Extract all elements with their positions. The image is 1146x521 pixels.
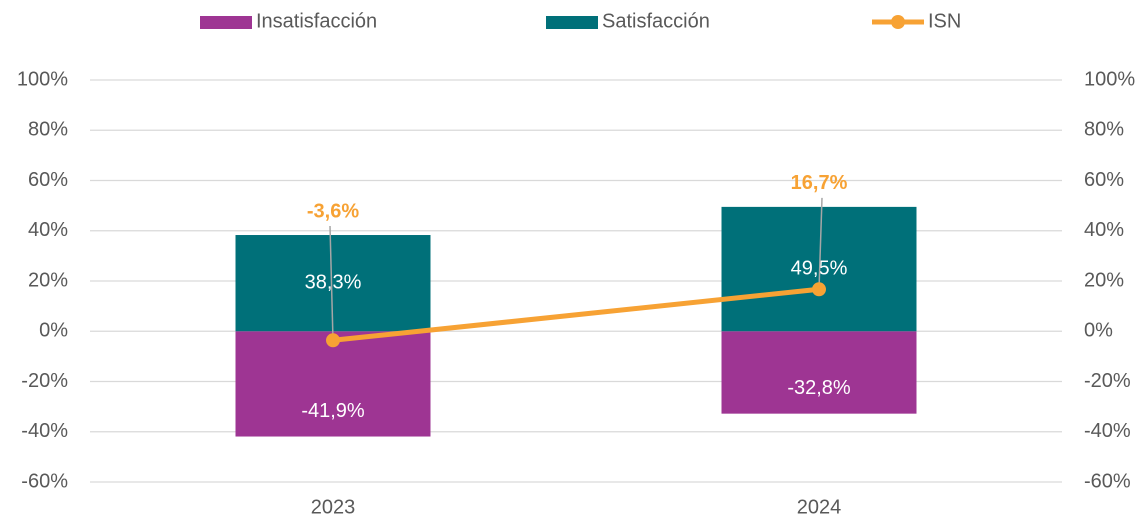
line-point	[326, 333, 340, 348]
y-tick-label: 40%	[28, 219, 68, 241]
legend-label: Satisfacción	[602, 10, 710, 32]
legend-label: Insatisfacción	[256, 10, 377, 32]
y2-tick-label: 80%	[1084, 119, 1124, 141]
y-tick-label: 20%	[28, 269, 68, 291]
y-tick-label: -40%	[21, 420, 68, 442]
y2-tick-label: 0%	[1084, 320, 1113, 342]
legend-swatch	[546, 16, 598, 29]
line-value-label: 16,7%	[791, 172, 848, 194]
bar-value-label: 38,3%	[305, 271, 362, 293]
x-tick-label: 2024	[797, 496, 842, 518]
line-point	[812, 282, 826, 297]
y-tick-label: 0%	[39, 320, 68, 342]
y2-tick-label: -20%	[1084, 370, 1131, 392]
legend-marker	[891, 15, 905, 29]
y2-tick-label: 60%	[1084, 169, 1124, 191]
bar-value-label: -41,9%	[301, 400, 365, 422]
y-tick-label: -20%	[21, 370, 68, 392]
bar	[721, 331, 917, 414]
y2-tick-label: 100%	[1084, 68, 1135, 90]
y-tick-label: 80%	[28, 119, 68, 141]
leader-line	[329, 226, 334, 341]
y-tick-label: 60%	[28, 169, 68, 191]
y2-tick-label: 20%	[1084, 269, 1124, 291]
y2-tick-label: 40%	[1084, 219, 1124, 241]
line-value-label: -3,6%	[307, 200, 359, 222]
line	[332, 286, 820, 343]
bar-value-label: -32,8%	[787, 377, 851, 399]
y-tick-label: 100%	[17, 68, 68, 90]
y2-tick-label: -60%	[1084, 470, 1131, 492]
legend-swatch	[200, 16, 252, 29]
x-tick-label: 2023	[311, 496, 356, 518]
bar	[235, 331, 431, 437]
leader-line	[818, 197, 823, 290]
y-tick-label: -60%	[21, 470, 68, 492]
legend-label: ISN	[928, 10, 961, 32]
y2-tick-label: -40%	[1084, 420, 1131, 442]
